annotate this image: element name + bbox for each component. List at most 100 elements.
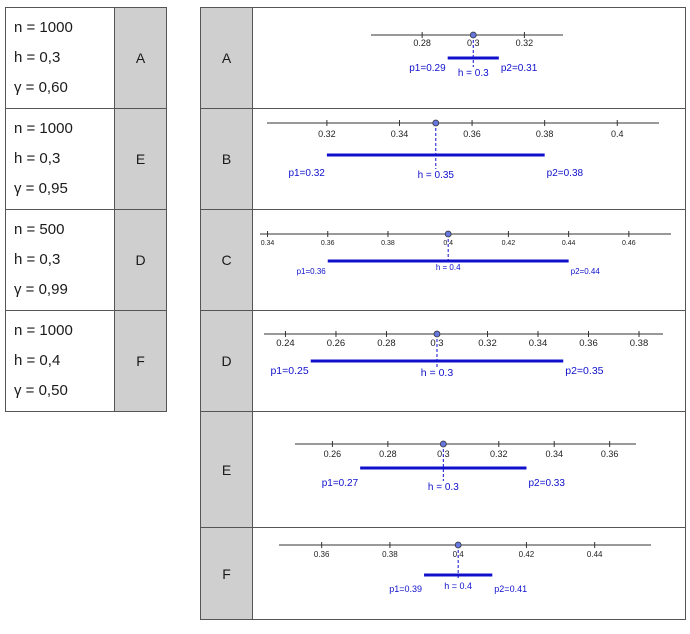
- param-h: h = 0,3: [14, 150, 61, 167]
- tick-label: 0.4: [611, 129, 624, 139]
- tick-label: 0.32: [478, 338, 497, 349]
- interval-plot: 0.28 0.3 0.32h = 0.3p1=0.29 p2=0.31: [371, 31, 563, 79]
- p2-label: p2=0.44: [571, 267, 601, 276]
- param-n: n = 1000: [14, 120, 73, 137]
- row-letter: C: [200, 209, 253, 311]
- interval-plot: 0.32 0.34 0.36 0.38 0.4 h = 0.35 p1=0.32 p2=0.3…: [267, 119, 659, 181]
- param-n: n = 500: [14, 221, 65, 238]
- parameter-cell: n = 1000 h = 0,3 γ = 0,95: [5, 108, 115, 210]
- tick-label: 0.36: [314, 550, 330, 559]
- tick-label: 0.38: [381, 240, 395, 247]
- tick-label: 0.44: [562, 240, 576, 247]
- interval-plot: 0.34 0.36 0.38 0.4 0.42 0.44 0.46 h = 0.4 p1=0.3…: [260, 230, 671, 276]
- interval-plot-cell: 0.26 0.28 0.3 0.32 0.34 0.36 h = 0.3 p1=0.27 p2=…: [252, 411, 686, 528]
- tick-label: 0.34: [391, 129, 409, 139]
- tick-label: 0.34: [529, 338, 548, 349]
- h-label: h = 0.4: [436, 263, 461, 272]
- left-row: n = 1000 h = 0,4 γ = 0,50 F: [5, 310, 167, 412]
- answer-letter: A: [114, 7, 167, 109]
- tick-label: 0.44: [587, 550, 603, 559]
- left-row: n = 500 h = 0,3 γ = 0,99 D: [5, 209, 167, 311]
- left-row: n = 1000 h = 0,3 γ = 0,60 A: [5, 7, 167, 109]
- p1-label: p1=0.36: [297, 267, 327, 276]
- answer-letter: F: [114, 310, 167, 412]
- right-row: A 0.28 0.3 0.32 h = 0.3 p1=0.29 p2=0.31: [200, 7, 686, 109]
- tick-label: 0.38: [536, 129, 554, 139]
- p2-label: p2=0.31: [501, 63, 538, 74]
- tick-label: 0.46: [622, 240, 636, 247]
- h-label: h = 0.4: [444, 581, 472, 591]
- param-gamma: γ = 0,60: [14, 79, 68, 96]
- interval-plot-cell: 0.34 0.36 0.38 0.4 0.42 0.44 0.46 h = 0.4 p1=0.3…: [252, 209, 686, 311]
- interval-plot: 0.24 0.26 0.28 0.3 0.32 0.34 0.36 0.38 h = 0.3 p1…: [264, 330, 663, 379]
- interval-plot: 0.26 0.28 0.3 0.32 0.34 0.36h = 0.3p1=0.27 p2=…: [295, 440, 636, 493]
- p1-label: p1=0.27: [322, 478, 359, 489]
- tick-label: 0.32: [490, 449, 508, 459]
- tick-label: 0.4: [443, 240, 453, 247]
- right-row: C 0.34 0.36 0.38 0.4 0.42 0.44 0.46 h = 0.4 p1=0…: [200, 209, 686, 311]
- tick-label: 0.28: [377, 338, 396, 349]
- param-gamma: γ = 0,50: [14, 382, 68, 399]
- row-letter: A: [200, 7, 253, 109]
- answer-letter: E: [114, 108, 167, 210]
- interval-plot-cell: 0.24 0.26 0.28 0.3 0.32 0.34 0.36 0.38 h = 0.3 p1…: [252, 310, 686, 412]
- row-letter: E: [200, 411, 253, 528]
- right-row: E 0.26 0.28 0.3 0.32 0.34 0.36 h = 0.3 p1=0.27 p…: [200, 411, 686, 528]
- interval-plot: 0.36 0.38 0.4 0.42 0.44 h = 0.4 p1=0.39 p2=0.41: [279, 541, 651, 594]
- tick-label: 0.4: [453, 550, 465, 559]
- tick-label: 0.38: [382, 550, 398, 559]
- h-point: [439, 440, 447, 448]
- tick-label: 0.36: [321, 240, 335, 247]
- row-letter: F: [200, 527, 253, 620]
- param-gamma: γ = 0,95: [14, 180, 68, 197]
- tick-label: 0.32: [318, 129, 336, 139]
- h-label: h = 0.35: [418, 170, 455, 181]
- parameter-cell: n = 1000 h = 0,3 γ = 0,60: [5, 7, 115, 109]
- tick-label: 0.32: [516, 38, 534, 48]
- tick-label: 0.38: [630, 338, 649, 349]
- tick-label: 0.42: [502, 240, 516, 247]
- h-point: [433, 330, 441, 338]
- row-letter: D: [200, 310, 253, 412]
- p2-label: p2=0.41: [494, 584, 527, 594]
- param-h: h = 0,3: [14, 251, 61, 268]
- param-h: h = 0,4: [14, 352, 61, 369]
- p2-label: p2=0.33: [528, 478, 565, 489]
- row-letter: B: [200, 108, 253, 210]
- h-label: h = 0.3: [421, 367, 454, 379]
- tick-label: 0.28: [413, 38, 431, 48]
- interval-plot-cell: 0.32 0.34 0.36 0.38 0.4 h = 0.35 p1=0.32 p2=0.3…: [252, 108, 686, 210]
- tick-label: 0.36: [463, 129, 481, 139]
- h-label: h = 0.3: [428, 482, 459, 493]
- param-gamma: γ = 0,99: [14, 281, 68, 298]
- tick-label: 0.34: [545, 449, 563, 459]
- tick-label: 0.36: [579, 338, 598, 349]
- param-n: n = 1000: [14, 19, 73, 36]
- p1-label: p1=0.25: [270, 365, 308, 377]
- h-point: [469, 31, 477, 39]
- tick-label: 0.26: [327, 338, 346, 349]
- p1-label: p1=0.32: [288, 168, 325, 179]
- param-n: n = 1000: [14, 322, 73, 339]
- tick-label: 0.34: [261, 240, 275, 247]
- h-point: [432, 119, 440, 127]
- right-table: A 0.28 0.3 0.32 h = 0.3 p1=0.29 p2=0.31 B 0.3…: [200, 7, 686, 620]
- p2-label: p2=0.35: [565, 365, 603, 377]
- left-row: n = 1000 h = 0,3 γ = 0,95 E: [5, 108, 167, 210]
- parameter-cell: n = 500 h = 0,3 γ = 0,99: [5, 209, 115, 311]
- tick-label: 0.36: [601, 449, 619, 459]
- right-row: D 0.24 0.26 0.28 0.3 0.32 0.34 0.36 0.38 h = 0.3…: [200, 310, 686, 412]
- left-table: n = 1000 h = 0,3 γ = 0,60 A n = 1000 h =…: [5, 7, 167, 412]
- tick-label: 0.24: [276, 338, 295, 349]
- tick-label: 0.42: [519, 550, 535, 559]
- param-h: h = 0,3: [14, 49, 61, 66]
- p1-label: p1=0.39: [389, 584, 422, 594]
- right-row: F 0.36 0.38 0.4 0.42 0.44 h = 0.4 p1=0.39 p2=0.…: [200, 527, 686, 620]
- p2-label: p2=0.38: [547, 168, 584, 179]
- h-point: [444, 230, 452, 238]
- p1-label: p1=0.29: [409, 63, 446, 74]
- parameter-cell: n = 1000 h = 0,4 γ = 0,50: [5, 310, 115, 412]
- h-point: [454, 541, 462, 549]
- tick-label: 0.3: [430, 338, 443, 349]
- answer-letter: D: [114, 209, 167, 311]
